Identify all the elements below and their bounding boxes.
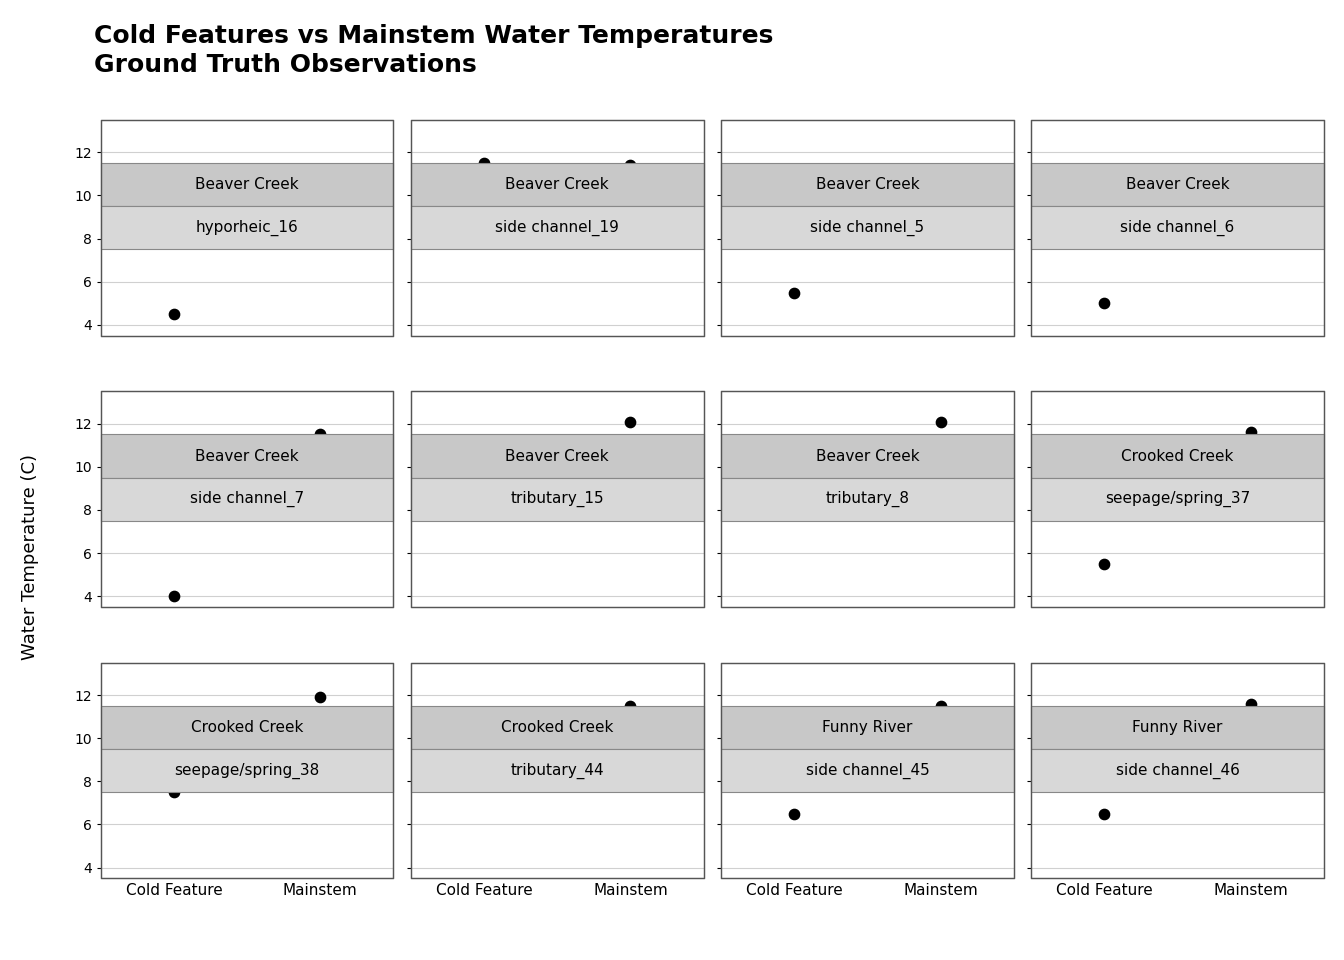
Point bbox=[930, 164, 952, 180]
Text: side channel_7: side channel_7 bbox=[190, 492, 304, 507]
Text: Beaver Creek: Beaver Creek bbox=[816, 178, 919, 192]
Text: Crooked Creek: Crooked Creek bbox=[501, 720, 613, 735]
Point bbox=[473, 758, 495, 774]
Point bbox=[1241, 696, 1262, 711]
Text: side channel_19: side channel_19 bbox=[496, 220, 620, 236]
Text: Funny River: Funny River bbox=[1133, 720, 1223, 735]
Text: Funny River: Funny River bbox=[823, 720, 913, 735]
Text: tributary_8: tributary_8 bbox=[825, 492, 910, 507]
Point bbox=[784, 806, 805, 822]
Text: Beaver Creek: Beaver Creek bbox=[816, 448, 919, 464]
Point bbox=[620, 698, 641, 713]
Text: Beaver Creek: Beaver Creek bbox=[1126, 178, 1230, 192]
Point bbox=[1094, 806, 1116, 822]
Text: side channel_46: side channel_46 bbox=[1116, 762, 1239, 779]
Point bbox=[309, 689, 331, 705]
Text: Beaver Creek: Beaver Creek bbox=[505, 448, 609, 464]
Point bbox=[784, 470, 805, 486]
Point bbox=[163, 588, 184, 604]
Point bbox=[1241, 424, 1262, 440]
Point bbox=[784, 285, 805, 300]
Text: Cold Features vs Mainstem Water Temperatures: Cold Features vs Mainstem Water Temperat… bbox=[94, 24, 773, 48]
Point bbox=[309, 164, 331, 180]
Text: Beaver Creek: Beaver Creek bbox=[195, 178, 298, 192]
Point bbox=[309, 427, 331, 443]
Point bbox=[930, 698, 952, 713]
Text: side channel_45: side channel_45 bbox=[805, 762, 929, 779]
Point bbox=[473, 470, 495, 486]
Text: Beaver Creek: Beaver Creek bbox=[195, 448, 298, 464]
Text: Ground Truth Observations: Ground Truth Observations bbox=[94, 53, 477, 77]
Point bbox=[163, 784, 184, 800]
Point bbox=[473, 156, 495, 171]
Text: tributary_44: tributary_44 bbox=[511, 762, 603, 779]
Text: side channel_5: side channel_5 bbox=[810, 220, 925, 236]
Text: hyporheic_16: hyporheic_16 bbox=[196, 220, 298, 236]
Text: Crooked Creek: Crooked Creek bbox=[191, 720, 304, 735]
Text: seepage/spring_37: seepage/spring_37 bbox=[1105, 492, 1250, 507]
Text: Water Temperature (C): Water Temperature (C) bbox=[20, 454, 39, 660]
Text: seepage/spring_38: seepage/spring_38 bbox=[175, 762, 320, 779]
Point bbox=[1241, 164, 1262, 180]
Point bbox=[620, 157, 641, 173]
Text: side channel_6: side channel_6 bbox=[1121, 220, 1235, 236]
Text: Beaver Creek: Beaver Creek bbox=[505, 178, 609, 192]
Point bbox=[1094, 556, 1116, 571]
Point bbox=[620, 414, 641, 429]
Text: Crooked Creek: Crooked Creek bbox=[1121, 448, 1234, 464]
Point bbox=[163, 306, 184, 322]
Text: tributary_15: tributary_15 bbox=[511, 492, 603, 507]
Point bbox=[1094, 296, 1116, 311]
Point bbox=[930, 414, 952, 429]
